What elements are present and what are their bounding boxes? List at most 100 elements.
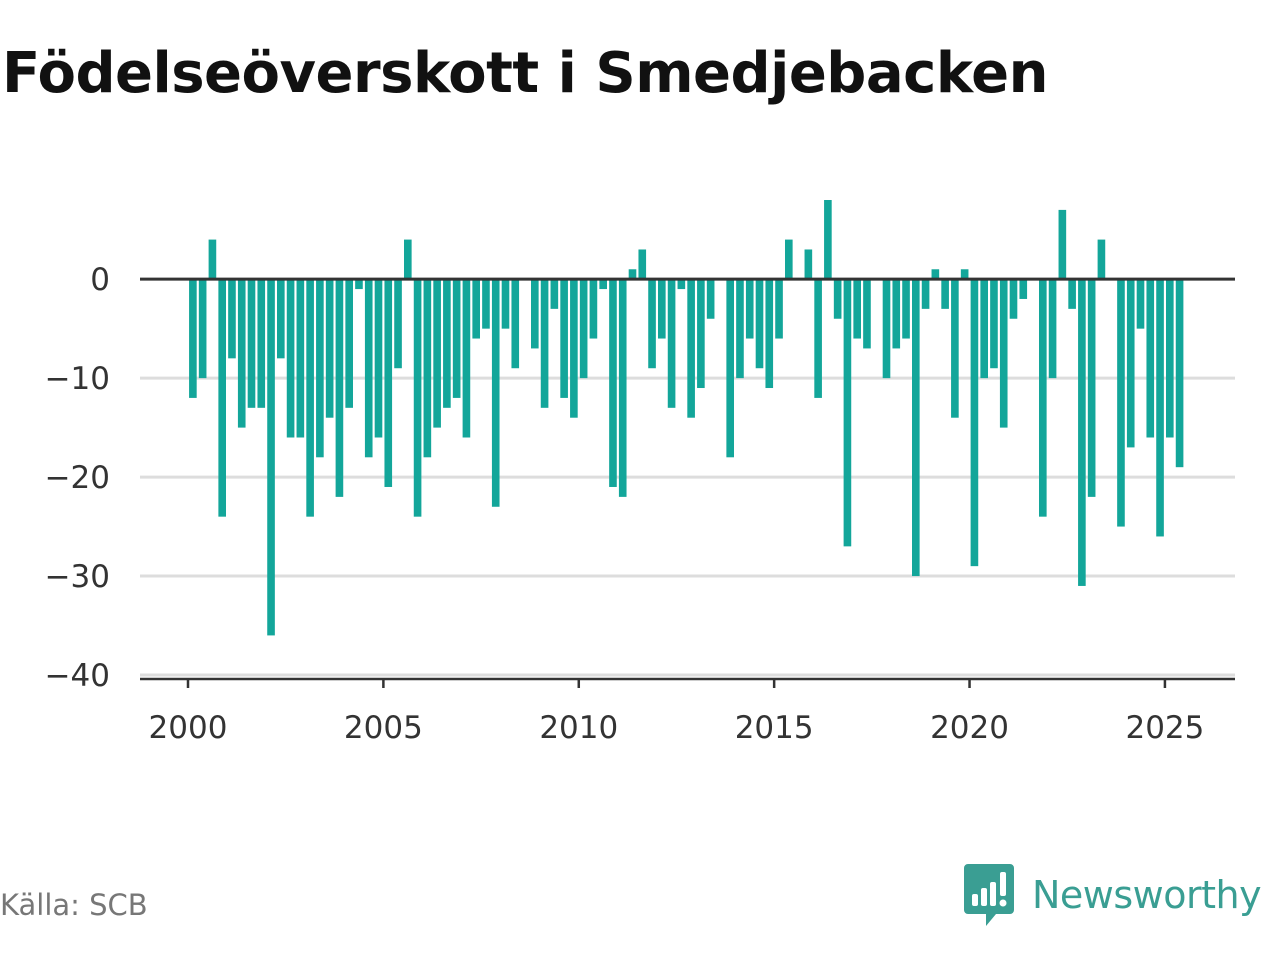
bar [951, 279, 959, 418]
bar [609, 279, 617, 487]
bar [1009, 279, 1018, 319]
bar-chart: 0 −10 −20 −30 −40 2000 2005 2010 2015 2020 2025 [45, 200, 1235, 746]
bar [394, 279, 402, 369]
x-tick-label: 2000 [149, 710, 228, 746]
bar [384, 279, 393, 487]
y-tick-label: 0 [90, 262, 110, 298]
bar [1087, 279, 1096, 497]
bar [296, 279, 305, 438]
bar [560, 279, 568, 398]
bar [316, 279, 324, 458]
bar [814, 279, 822, 398]
source-note: Källa: SCB [0, 888, 148, 922]
bar [501, 279, 510, 329]
bar [921, 279, 930, 309]
bar [843, 279, 852, 547]
bar [765, 279, 774, 389]
bar [423, 279, 432, 458]
y-tick-label: −20 [45, 460, 110, 496]
bar [1039, 279, 1047, 517]
bar [726, 279, 734, 458]
bar [570, 279, 578, 418]
bar [1156, 279, 1164, 537]
bar [1068, 279, 1076, 309]
bar [404, 239, 412, 280]
x-tick-label: 2005 [344, 710, 423, 746]
bar [189, 279, 197, 398]
bar [589, 279, 598, 339]
bar [277, 279, 285, 359]
brand-name: Newsworthy [1032, 873, 1262, 917]
y-tick-label: −40 [45, 658, 110, 694]
x-tick-label: 2020 [930, 710, 1009, 746]
bar [628, 269, 637, 280]
bar [931, 269, 940, 280]
bar [970, 279, 979, 567]
bar [638, 249, 647, 280]
bar [335, 279, 344, 497]
bar [1058, 209, 1067, 280]
bar [472, 279, 480, 339]
bar [658, 279, 666, 339]
bar [482, 279, 490, 329]
bar [892, 279, 901, 349]
bar [1078, 279, 1086, 586]
bar [902, 279, 910, 339]
bar [540, 279, 549, 408]
bar [198, 279, 207, 379]
bar [364, 279, 373, 458]
bars [189, 200, 1184, 636]
bar [990, 279, 998, 369]
bar [443, 279, 451, 408]
bar [863, 279, 871, 349]
bar [355, 279, 363, 290]
bar [745, 279, 754, 339]
bar [306, 279, 314, 517]
bar [687, 279, 695, 418]
bar [706, 279, 715, 319]
bar [286, 279, 295, 438]
bar [345, 279, 353, 408]
bar [912, 279, 920, 577]
bar [648, 279, 656, 369]
bar [1097, 239, 1106, 280]
bar [667, 279, 676, 408]
bar [736, 279, 744, 379]
bar [599, 279, 607, 290]
bar [1048, 279, 1057, 379]
chart-title: Födelseöverskott i Smedjebacken [2, 41, 1048, 106]
bar [1146, 279, 1155, 438]
bar [462, 279, 471, 438]
bar [960, 269, 969, 280]
bar [374, 279, 383, 438]
bar [618, 279, 627, 497]
bar [1166, 279, 1174, 438]
y-tick-labels: 0 −10 −20 −30 −40 [45, 262, 110, 694]
bar [257, 279, 266, 408]
bar [247, 279, 256, 408]
bar [804, 249, 813, 280]
bar [511, 279, 520, 369]
bar [228, 279, 236, 359]
bar [1175, 279, 1184, 468]
bar [237, 279, 246, 428]
gridlines [140, 376, 1235, 677]
bar [413, 279, 422, 517]
newsworthy-logo-icon [964, 864, 1014, 926]
bar [941, 279, 949, 309]
bar [824, 200, 832, 280]
bar [1117, 279, 1125, 527]
bar [579, 279, 588, 379]
brand-logo: Newsworthy [964, 864, 1262, 926]
bar [677, 279, 686, 290]
bar [267, 279, 275, 636]
bar [775, 279, 783, 339]
bar [1019, 279, 1028, 299]
bar [491, 279, 500, 507]
bar [755, 279, 764, 369]
bar [433, 279, 441, 428]
bar [882, 279, 891, 379]
axes [140, 277, 1235, 688]
y-tick-label: −10 [45, 361, 110, 397]
bar [1126, 279, 1135, 448]
